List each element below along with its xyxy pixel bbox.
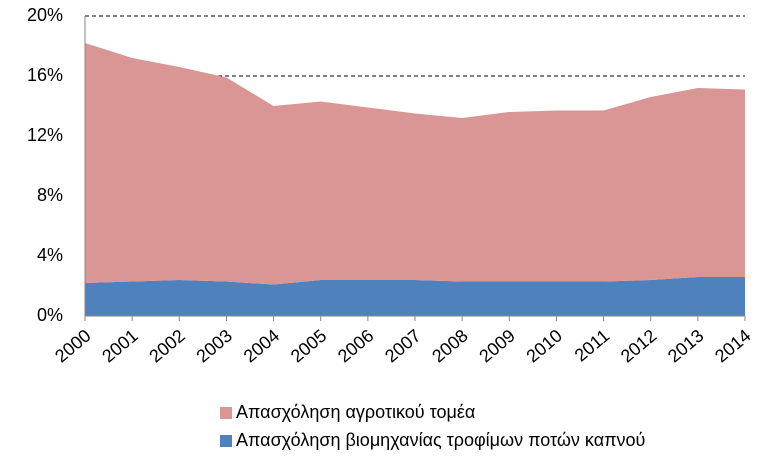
y-tick-label: 8% (37, 185, 63, 205)
y-tick-label: 0% (37, 305, 63, 325)
x-tick-label: 2010 (523, 325, 567, 366)
area (85, 43, 745, 285)
x-tick-label: 2007 (381, 325, 425, 366)
legend-label: Απασχόληση βιομηχανίας τροφίμων ποτών κα… (236, 430, 645, 450)
legend-label: Απασχόληση αγροτικού τομέα (236, 402, 475, 422)
x-tick-label: 2012 (617, 325, 661, 366)
x-tick-label: 2014 (711, 325, 755, 366)
x-tick-label: 2001 (98, 325, 142, 366)
legend-swatch (220, 407, 232, 419)
x-tick-label: 2011 (571, 325, 614, 365)
y-tick-label: 20% (27, 5, 63, 25)
x-tick-label: 2008 (428, 325, 472, 366)
x-tick-label: 2013 (664, 325, 708, 366)
area (85, 277, 745, 316)
x-tick-label: 2006 (334, 325, 378, 366)
x-tick-label: 2009 (475, 325, 519, 366)
x-tick-label: 2004 (240, 325, 284, 366)
y-tick-label: 16% (27, 65, 63, 85)
x-tick-label: 2000 (51, 325, 95, 366)
x-tick-label: 2003 (193, 325, 237, 366)
legend-swatch (220, 435, 232, 447)
x-tick-label: 2002 (145, 325, 189, 366)
y-tick-label: 12% (27, 125, 63, 145)
y-tick-label: 4% (37, 245, 63, 265)
x-tick-label: 2005 (287, 325, 331, 366)
